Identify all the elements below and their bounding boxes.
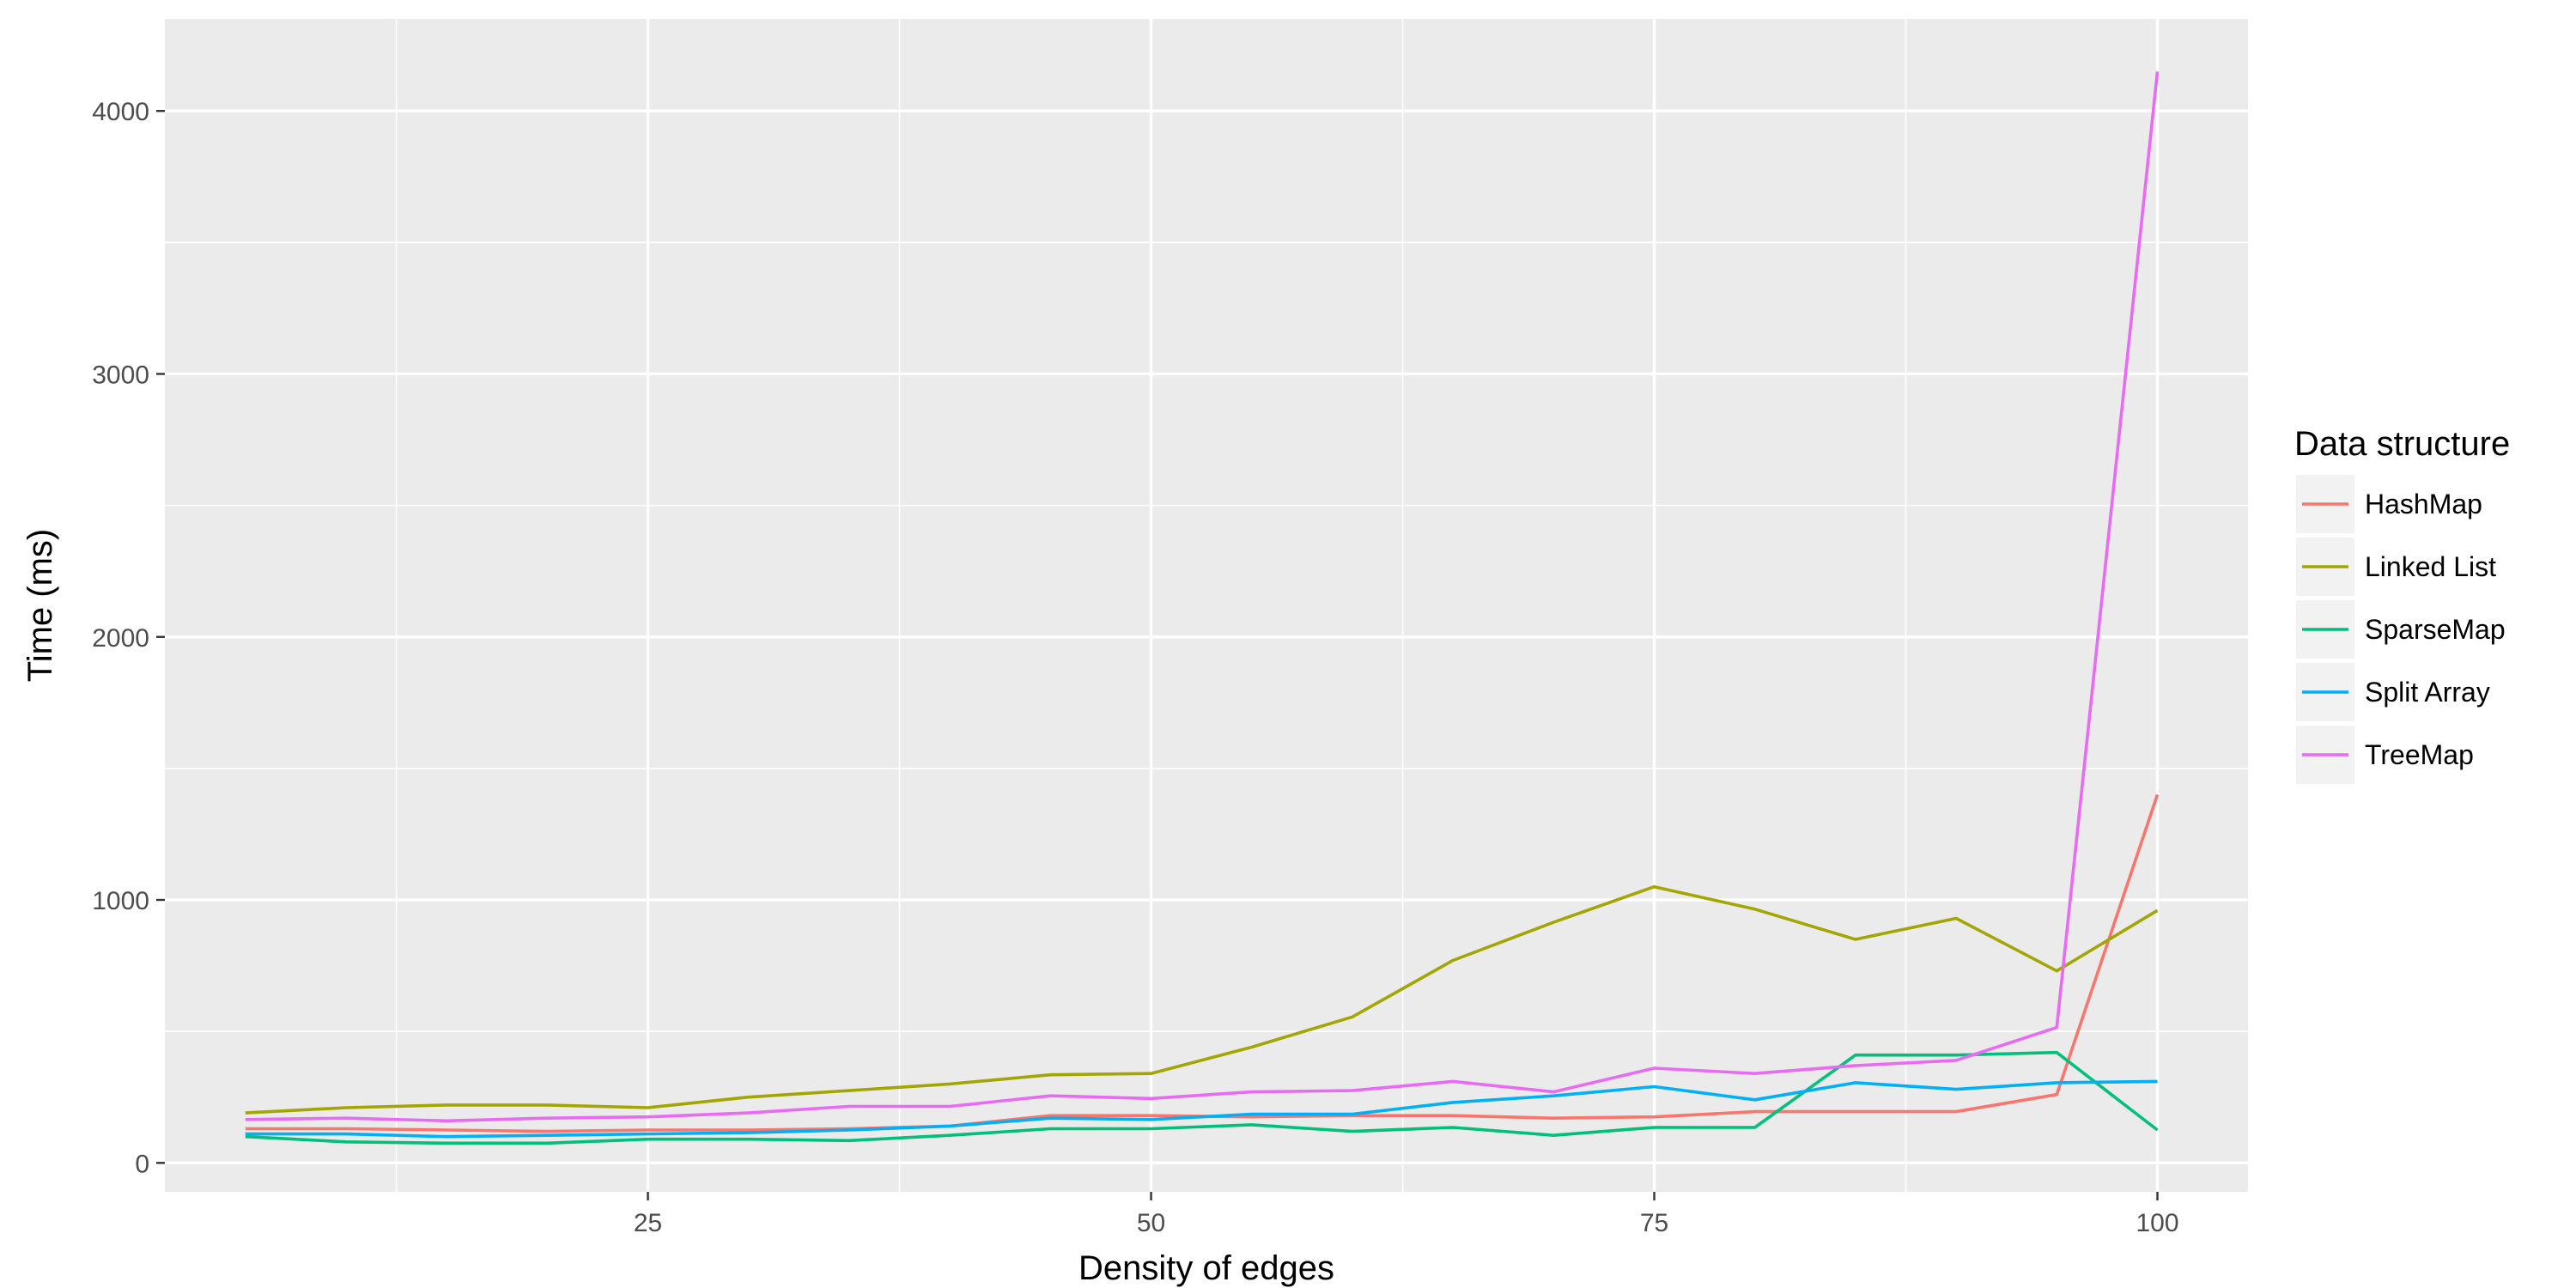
- major-gridlines: [165, 19, 2248, 1192]
- legend-item: Split Array: [2296, 663, 2490, 721]
- plot-panel: [165, 19, 2248, 1192]
- legend-item: SparseMap: [2296, 600, 2506, 659]
- series-treemap: [245, 71, 2160, 1123]
- series-line: [245, 884, 2159, 1115]
- legend-label: HashMap: [2365, 489, 2482, 519]
- series-lines: [245, 71, 2160, 1145]
- y-tick-label: 2000: [92, 624, 149, 653]
- legend-label: Linked List: [2365, 551, 2496, 582]
- legend-items: HashMap Linked List SparseMap Split Array Tr…: [2296, 475, 2506, 784]
- legend: Data structure HashMap Linked List SparseM…: [2294, 425, 2510, 784]
- legend-item: Linked List: [2296, 538, 2496, 596]
- legend-item: HashMap: [2296, 475, 2482, 533]
- legend-title: Data structure: [2294, 425, 2510, 463]
- legend-label: TreeMap: [2365, 739, 2474, 770]
- legend-label: Split Array: [2365, 677, 2490, 708]
- legend-item: TreeMap: [2296, 726, 2474, 784]
- y-tick-label: 3000: [92, 361, 149, 389]
- x-tick-label: 50: [1137, 1209, 1165, 1237]
- y-axis: 0 1000 2000 3000 4000: [92, 98, 165, 1178]
- series-line: [245, 71, 2160, 1123]
- minor-gridlines: [165, 19, 2248, 1192]
- x-tick-label: 75: [1640, 1209, 1668, 1237]
- x-axis-title: Density of edges: [1078, 1249, 1334, 1287]
- y-tick-label: 4000: [92, 98, 149, 126]
- y-tick-label: 0: [135, 1150, 149, 1178]
- y-tick-label: 1000: [92, 887, 149, 915]
- series-linked-list: [245, 884, 2159, 1115]
- x-axis: 25 50 75 100: [634, 1192, 2179, 1237]
- legend-label: SparseMap: [2365, 614, 2506, 645]
- series-split-array: [245, 1079, 2158, 1139]
- series-line: [245, 1079, 2158, 1139]
- y-axis-title: Time (ms): [21, 529, 59, 682]
- x-tick-label: 25: [634, 1209, 662, 1237]
- x-tick-label: 100: [2136, 1209, 2178, 1237]
